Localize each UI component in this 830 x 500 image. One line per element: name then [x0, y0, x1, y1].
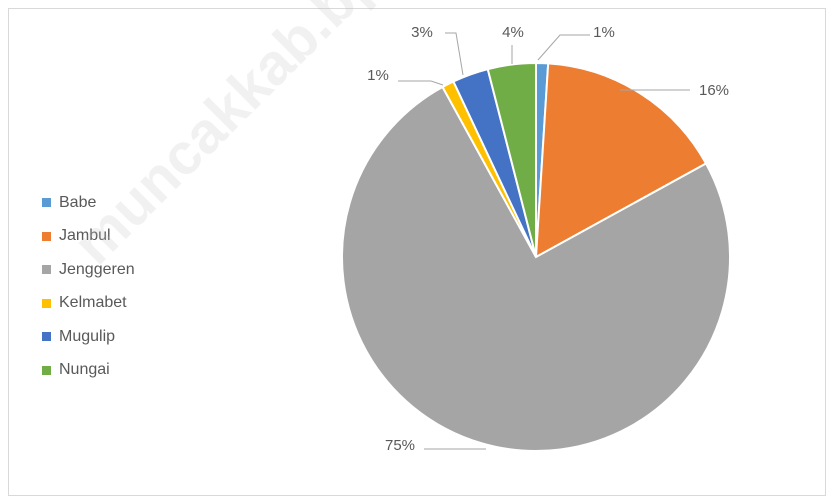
- legend-item-mugulip: Mugulip: [42, 320, 182, 354]
- data-label-babe: 1%: [593, 24, 615, 41]
- legend-swatch-mugulip: [42, 332, 51, 342]
- pie-slice-jambul: [534, 62, 708, 259]
- chart-legend: Babe Jambul Jenggeren Kelmabet Mugulip N…: [42, 186, 182, 387]
- legend-swatch-jambul: [42, 231, 51, 241]
- leader-line-babe: [537, 34, 590, 61]
- legend-label-jambul: Jambul: [59, 227, 111, 245]
- legend-swatch-kelmabet: [42, 298, 51, 308]
- legend-swatch-jenggeren: [42, 265, 51, 275]
- data-label-nungai: 4%: [502, 24, 524, 41]
- legend-label-jenggeren: Jenggeren: [59, 260, 135, 278]
- legend-label-nungai: Nungai: [59, 361, 110, 379]
- legend-item-jambul: Jambul: [42, 220, 182, 254]
- legend-item-kelmabet: Kelmabet: [42, 287, 182, 321]
- pie-slice-nungai: [486, 61, 537, 258]
- legend-label-mugulip: Mugulip: [59, 327, 116, 345]
- legend-label-babe: Babe: [59, 193, 97, 211]
- leader-line-kelmabet: [398, 80, 444, 86]
- leader-line-mugulip: [445, 32, 464, 76]
- legend-item-jenggeren: Jenggeren: [42, 253, 182, 287]
- pie-slice-jenggeren: [341, 85, 731, 452]
- data-label-jambul: 16%: [699, 82, 729, 99]
- legend-item-babe: Babe: [42, 186, 182, 220]
- data-label-mugulip: 3%: [411, 24, 433, 41]
- legend-swatch-nungai: [42, 365, 51, 375]
- legend-item-nungai: Nungai: [42, 354, 182, 388]
- legend-swatch-babe: [42, 198, 51, 208]
- data-label-jenggeren: 75%: [385, 437, 415, 454]
- legend-label-kelmabet: Kelmabet: [59, 294, 127, 312]
- data-label-kelmabet: 1%: [367, 67, 389, 84]
